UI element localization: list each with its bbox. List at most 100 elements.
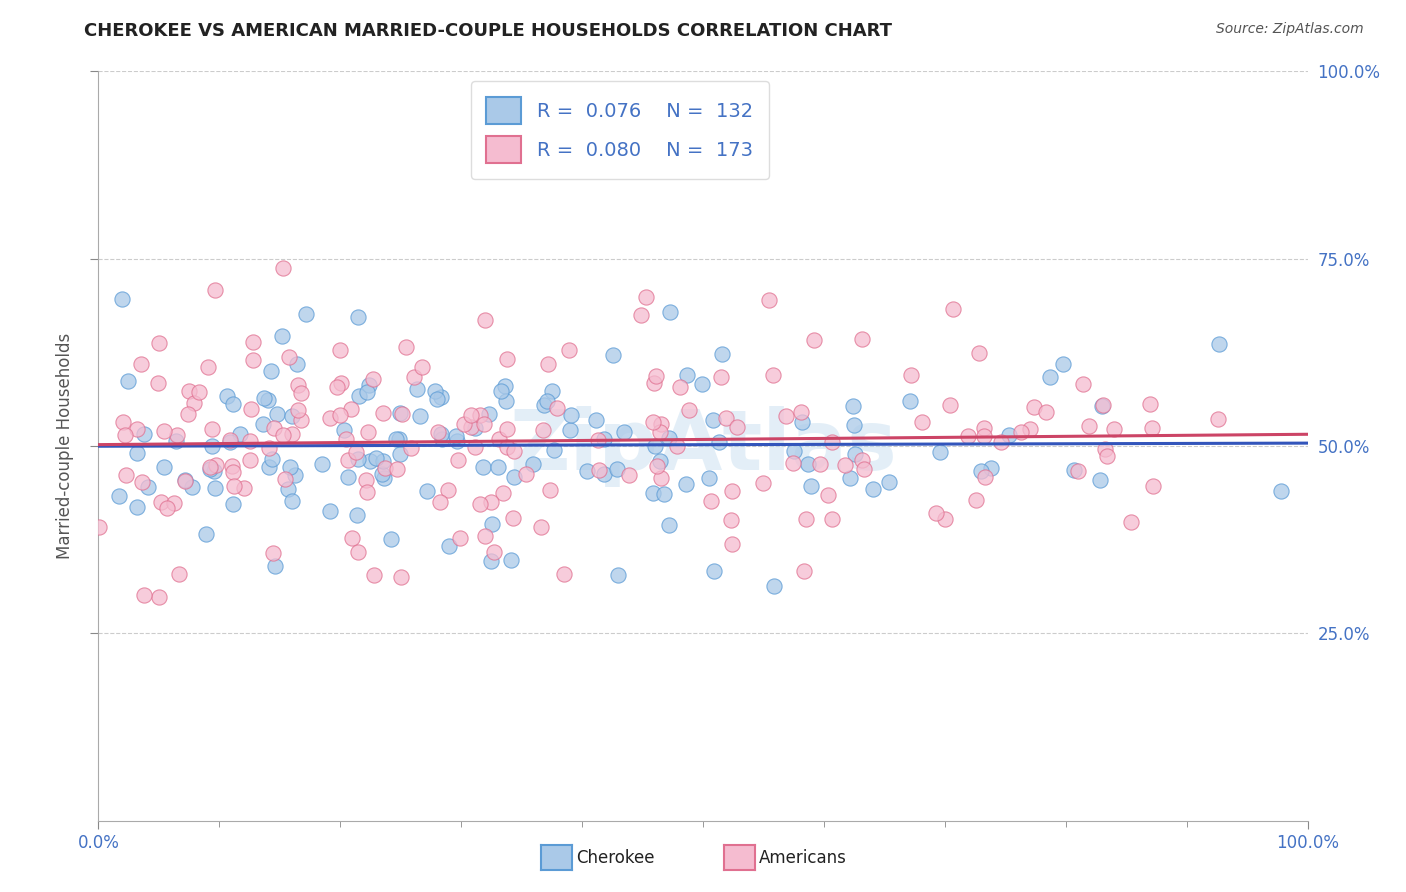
Point [844, 447, 866, 461]
Point [111, 292, 134, 306]
Text: CHEROKEE VS AMERICAN MARRIED-COUPLE HOUSEHOLDS CORRELATION CHART: CHEROKEE VS AMERICAN MARRIED-COUPLE HOUS… [84, 22, 893, 40]
Point [356, 484, 378, 499]
Point [284, 468, 307, 483]
Point [337, 453, 360, 467]
Point [543, 442, 565, 457]
Point [758, 293, 780, 308]
Point [479, 554, 502, 568]
Point [295, 308, 318, 322]
Point [648, 425, 671, 440]
Point [530, 519, 553, 533]
Point [242, 352, 264, 367]
Point [371, 454, 394, 468]
Point [111, 415, 134, 429]
Text: Source: ZipAtlas.com: Source: ZipAtlas.com [1216, 22, 1364, 37]
Legend: R =  0.076    N =  132, R =  0.080    N =  173: R = 0.076 N = 132, R = 0.080 N = 173 [471, 81, 769, 179]
Point [575, 464, 598, 478]
Point [134, 588, 156, 602]
Point [221, 458, 243, 473]
Point [1206, 412, 1229, 426]
Point [464, 441, 486, 455]
Point [648, 454, 671, 468]
Point [153, 424, 176, 438]
Point [127, 445, 149, 459]
Point [221, 465, 243, 479]
Point [692, 376, 714, 391]
Point [844, 418, 866, 433]
Point [703, 564, 725, 578]
Point [934, 512, 956, 526]
Point [177, 384, 200, 398]
Point [333, 423, 356, 437]
Point [817, 488, 839, 502]
Point [146, 376, 169, 390]
Point [87, 519, 110, 533]
Point [613, 425, 636, 439]
Point [347, 388, 370, 402]
Point [287, 402, 309, 417]
Point [652, 486, 675, 500]
Point [546, 401, 568, 415]
Point [852, 462, 875, 476]
Point [471, 460, 494, 475]
Point [1142, 479, 1164, 493]
Point [437, 483, 460, 497]
Point [536, 357, 558, 371]
Point [430, 391, 453, 405]
Point [153, 460, 176, 475]
Point [800, 479, 823, 493]
Point [810, 457, 832, 471]
Point [453, 417, 475, 431]
Point [710, 347, 733, 361]
Point [134, 426, 156, 441]
Point [273, 428, 295, 442]
Point [540, 483, 562, 497]
Point [474, 313, 496, 327]
Point [290, 413, 312, 427]
Point [956, 429, 979, 443]
Point [114, 427, 136, 442]
Point [405, 382, 427, 396]
Point [970, 464, 993, 478]
Point [1091, 398, 1114, 412]
Point [426, 392, 449, 406]
Point [697, 471, 720, 485]
Point [782, 456, 804, 470]
Point [1088, 473, 1111, 487]
Point [399, 442, 422, 456]
Point [790, 405, 813, 419]
Point [344, 445, 367, 459]
Point [645, 458, 668, 473]
Point [479, 495, 502, 509]
Point [1095, 449, 1118, 463]
Point [714, 410, 737, 425]
Point [173, 473, 195, 487]
Point [464, 421, 486, 435]
Point [290, 386, 312, 401]
Point [460, 409, 482, 423]
Point [650, 417, 672, 431]
Point [222, 479, 245, 493]
Point [1139, 397, 1161, 411]
Point [898, 393, 921, 408]
Point [363, 372, 385, 386]
Point [593, 432, 616, 446]
Point [262, 546, 284, 560]
Point [1010, 425, 1032, 439]
Point [114, 468, 136, 483]
Point [1119, 515, 1142, 529]
Point [707, 434, 730, 449]
Point [1078, 418, 1101, 433]
Point [204, 481, 226, 495]
Point [607, 568, 630, 582]
Point [202, 464, 225, 478]
Point [877, 475, 900, 489]
Point [388, 406, 411, 420]
Point [796, 457, 818, 471]
Point [221, 397, 243, 411]
Point [215, 389, 238, 403]
Point [253, 391, 276, 405]
Point [762, 578, 785, 592]
Point [586, 433, 609, 447]
Point [965, 493, 987, 508]
